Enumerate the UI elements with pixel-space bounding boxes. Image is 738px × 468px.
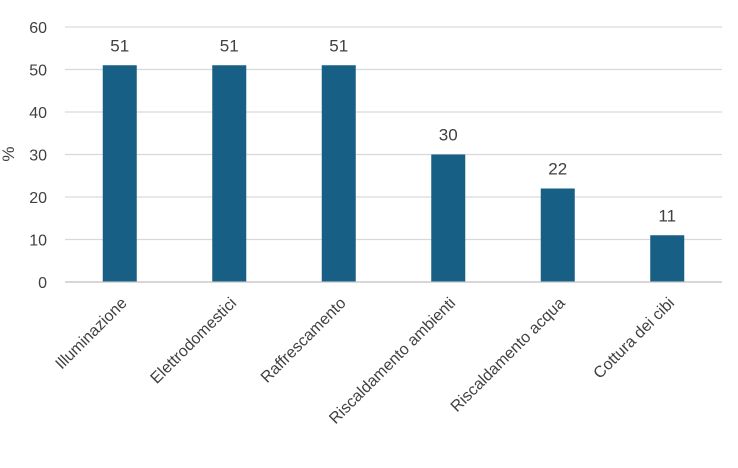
- gridlines: [65, 26, 722, 241]
- y-tick-label: 50: [29, 63, 47, 80]
- data-label: 51: [329, 36, 348, 55]
- category-label: Riscaldamento ambienti: [326, 295, 459, 428]
- bars: [102, 65, 685, 282]
- y-axis-label: %: [0, 146, 18, 161]
- bar: [540, 188, 575, 282]
- data-label: 51: [110, 36, 129, 55]
- category-labels: Illuminazione Elettrodomestici Raffrescame…: [53, 295, 679, 428]
- data-label: 22: [548, 160, 567, 179]
- data-label: 11: [658, 206, 676, 225]
- bar: [650, 235, 685, 282]
- y-tick-label: 10: [29, 233, 47, 250]
- category-label: Elettrodomestici: [148, 295, 241, 388]
- bar: [431, 154, 466, 282]
- data-label: 51: [220, 36, 239, 55]
- category-label: Illuminazione: [53, 295, 131, 373]
- bar: [102, 65, 137, 282]
- y-tick-label: 0: [38, 275, 47, 292]
- bar: [321, 65, 356, 282]
- data-labels: 51 51 51 30 22 11: [110, 36, 676, 225]
- y-tick-label: 20: [29, 190, 47, 207]
- data-label: 30: [439, 126, 458, 145]
- y-tick-label: 40: [29, 105, 47, 122]
- category-label: Cottura dei cibi: [591, 295, 678, 382]
- y-tick-label: 60: [29, 20, 47, 37]
- category-label: Raffrescamento: [258, 295, 350, 387]
- bar: [212, 65, 247, 282]
- y-tick-label: 30: [29, 148, 47, 165]
- category-label: Riscaldamento acqua: [448, 295, 569, 416]
- y-tick-labels: 0 10 20 30 40 50 60: [29, 20, 47, 292]
